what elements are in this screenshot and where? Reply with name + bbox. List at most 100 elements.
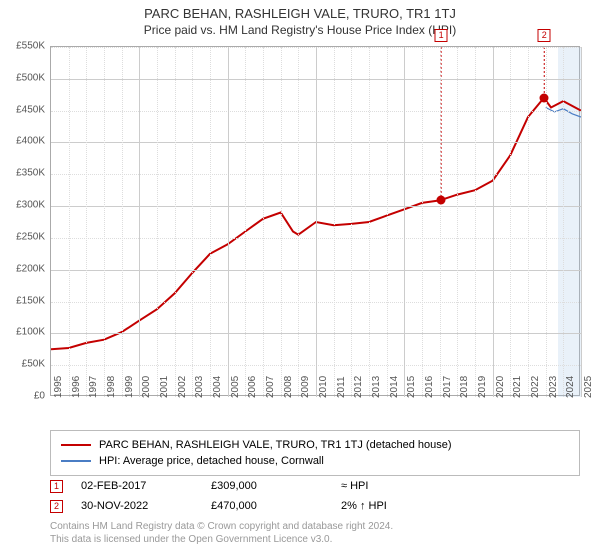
row-marker: 2: [50, 500, 63, 513]
gridline: [122, 47, 123, 397]
gridline: [281, 47, 282, 397]
table-row: 2 30-NOV-2022 £470,000 2% ↑ HPI: [50, 496, 580, 516]
gridline: [581, 47, 582, 397]
y-axis-label: £300K: [0, 200, 45, 211]
gridline: [245, 47, 246, 397]
x-axis-label: 2006: [247, 376, 258, 398]
legend-item: HPI: Average price, detached house, Corn…: [61, 453, 569, 469]
footer-line: This data is licensed under the Open Gov…: [50, 533, 580, 546]
table-row: 1 02-FEB-2017 £309,000 ≈ HPI: [50, 476, 580, 496]
row-date: 30-NOV-2022: [81, 500, 211, 512]
x-axis-label: 2000: [141, 376, 152, 398]
gridline: [440, 47, 441, 397]
legend: PARC BEHAN, RASHLEIGH VALE, TRURO, TR1 1…: [50, 430, 580, 476]
x-axis-label: 2003: [194, 376, 205, 398]
data-point: [540, 93, 549, 102]
gridline: [334, 47, 335, 397]
x-axis-label: 2017: [442, 376, 453, 398]
chart-title: PARC BEHAN, RASHLEIGH VALE, TRURO, TR1 1…: [0, 6, 600, 21]
gridline: [175, 47, 176, 397]
row-delta: 2% ↑ HPI: [341, 500, 471, 512]
y-axis-label: £400K: [0, 136, 45, 147]
legend-swatch: [61, 444, 91, 446]
gridline: [528, 47, 529, 397]
legend-item: PARC BEHAN, RASHLEIGH VALE, TRURO, TR1 1…: [61, 437, 569, 453]
x-axis-label: 1998: [106, 376, 117, 398]
x-axis-label: 2005: [230, 376, 241, 398]
legend-label: PARC BEHAN, RASHLEIGH VALE, TRURO, TR1 1…: [99, 439, 452, 451]
y-axis-label: £100K: [0, 327, 45, 338]
x-axis-label: 2013: [371, 376, 382, 398]
gridline: [422, 47, 423, 397]
x-axis-label: 2004: [212, 376, 223, 398]
y-axis-label: £550K: [0, 41, 45, 52]
gridline: [210, 47, 211, 397]
gridline: [86, 47, 87, 397]
x-axis-label: 1997: [88, 376, 99, 398]
x-axis-label: 2016: [424, 376, 435, 398]
legend-swatch: [61, 460, 91, 461]
gridline: [475, 47, 476, 397]
gridline: [387, 47, 388, 397]
x-axis-label: 2007: [265, 376, 276, 398]
x-axis-label: 1995: [53, 376, 64, 398]
gridline: [228, 47, 229, 397]
x-axis-label: 2019: [477, 376, 488, 398]
gridline: [157, 47, 158, 397]
x-axis-label: 2010: [318, 376, 329, 398]
x-axis-label: 2015: [406, 376, 417, 398]
marker-box: 2: [538, 29, 551, 42]
x-axis-label: 1999: [124, 376, 135, 398]
row-price: £309,000: [211, 480, 341, 492]
gridline: [104, 47, 105, 397]
footer: Contains HM Land Registry data © Crown c…: [50, 520, 580, 546]
legend-label: HPI: Average price, detached house, Corn…: [99, 455, 324, 467]
y-axis-label: £250K: [0, 231, 45, 242]
x-axis-label: 2008: [283, 376, 294, 398]
gridline: [316, 47, 317, 397]
y-axis-label: £200K: [0, 263, 45, 274]
data-table: 1 02-FEB-2017 £309,000 ≈ HPI 2 30-NOV-20…: [50, 476, 580, 516]
gridline: [404, 47, 405, 397]
row-date: 02-FEB-2017: [81, 480, 211, 492]
gridline: [298, 47, 299, 397]
plot-region: 12: [50, 46, 580, 396]
x-axis-label: 2024: [565, 376, 576, 398]
footer-line: Contains HM Land Registry data © Crown c…: [50, 520, 580, 533]
row-marker: 1: [50, 480, 63, 493]
gridline: [139, 47, 140, 397]
gridline: [369, 47, 370, 397]
data-point: [437, 196, 446, 205]
gridline: [351, 47, 352, 397]
marker-box: 1: [435, 29, 448, 42]
x-axis-label: 2021: [512, 376, 523, 398]
gridline: [563, 47, 564, 397]
x-axis-label: 1996: [71, 376, 82, 398]
x-axis-label: 2001: [159, 376, 170, 398]
x-axis-label: 2018: [459, 376, 470, 398]
y-axis-label: £0: [0, 391, 45, 402]
x-axis-label: 2012: [353, 376, 364, 398]
x-axis-label: 2020: [495, 376, 506, 398]
y-axis-label: £50K: [0, 359, 45, 370]
gridline: [263, 47, 264, 397]
x-axis-label: 2023: [548, 376, 559, 398]
y-axis-label: £500K: [0, 72, 45, 83]
chart-subtitle: Price paid vs. HM Land Registry's House …: [0, 23, 600, 37]
x-axis-label: 2022: [530, 376, 541, 398]
y-axis-label: £350K: [0, 168, 45, 179]
x-axis-label: 2009: [300, 376, 311, 398]
chart-area: 12 £0£50K£100K£150K£200K£250K£300K£350K£…: [50, 46, 580, 396]
gridline: [192, 47, 193, 397]
x-axis-label: 2025: [583, 376, 594, 398]
gridline: [510, 47, 511, 397]
row-delta: ≈ HPI: [341, 480, 471, 492]
gridline: [69, 47, 70, 397]
x-axis-label: 2002: [177, 376, 188, 398]
row-price: £470,000: [211, 500, 341, 512]
x-axis-label: 2011: [336, 376, 347, 398]
gridline: [493, 47, 494, 397]
y-axis-label: £150K: [0, 295, 45, 306]
y-axis-label: £450K: [0, 104, 45, 115]
gridline: [457, 47, 458, 397]
